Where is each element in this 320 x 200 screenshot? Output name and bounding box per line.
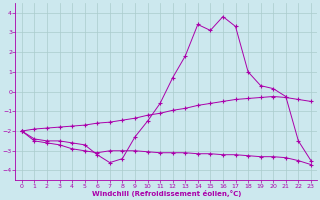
X-axis label: Windchill (Refroidissement éolien,°C): Windchill (Refroidissement éolien,°C) [92, 190, 241, 197]
